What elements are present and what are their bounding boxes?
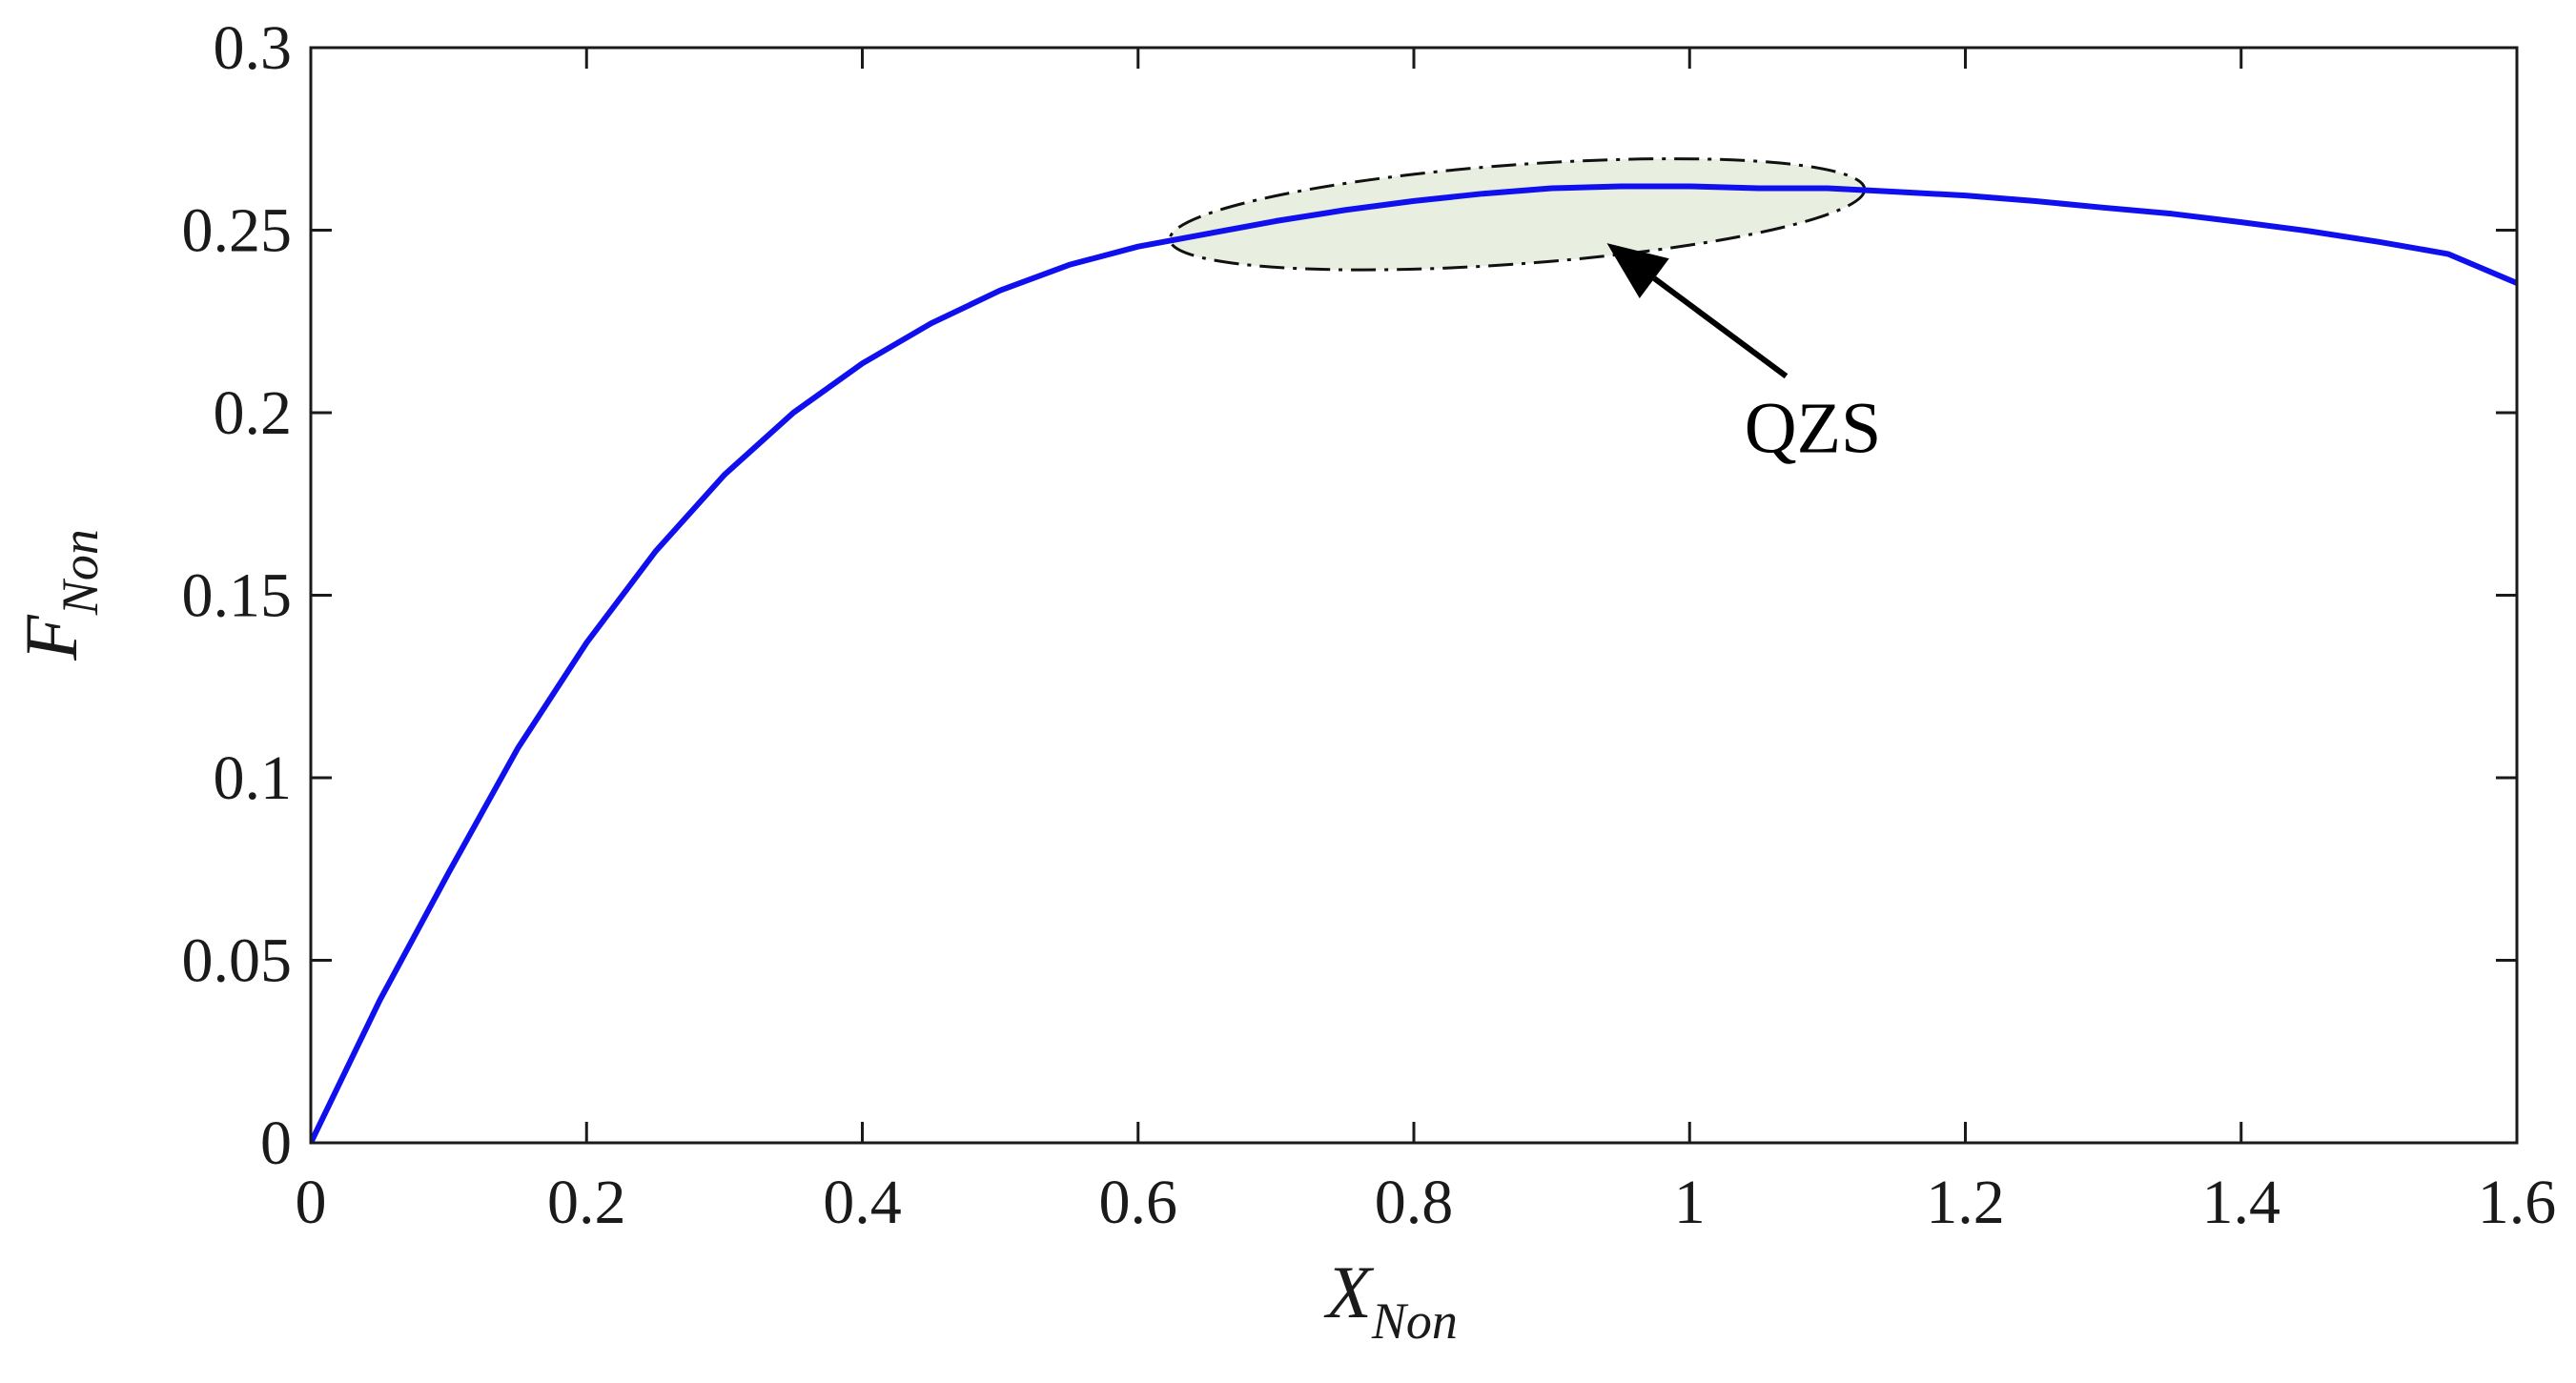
y-tick-label-0: 0 [260, 1108, 292, 1178]
x-tick-label-6: 1.2 [1926, 1168, 2005, 1237]
x-tick-label-7: 1.4 [2202, 1168, 2281, 1237]
series-line-0 [311, 183, 2517, 1143]
x-tick-label-4: 0.8 [1375, 1168, 1454, 1237]
x-tick-label-2: 0.4 [823, 1168, 902, 1237]
y-tick-label-5: 0.25 [182, 196, 293, 266]
y-axis-label-sub: Non [51, 529, 109, 616]
y-axis-label-main: F [10, 614, 92, 661]
y-axis-label: FNon [10, 529, 109, 661]
x-tick-label-5: 1 [1674, 1168, 1706, 1237]
y-tick-label-4: 0.2 [214, 378, 293, 448]
x-tick-label-1: 0.2 [547, 1168, 626, 1237]
annotation-arrow-shaft [1652, 275, 1789, 379]
x-axis-label: XNon [1323, 1251, 1458, 1350]
x-axis-label-sub: Non [1371, 1292, 1458, 1350]
qzs-highlight-region [1168, 157, 1867, 272]
x-tick-label-0: 0 [296, 1168, 327, 1237]
x-axis-label-main: X [1323, 1251, 1375, 1333]
y-tick-label-2: 0.1 [214, 743, 293, 813]
x-tick-label-3: 0.6 [1099, 1168, 1178, 1237]
y-tick-label-1: 0.05 [182, 926, 293, 996]
y-tick-label-6: 0.3 [214, 13, 293, 83]
x-tick-label-8: 1.6 [2478, 1168, 2557, 1237]
y-tick-label-3: 0.15 [182, 561, 293, 631]
annotation-arrow-head [1606, 243, 1669, 298]
annotation-label-qzs: QZS [1745, 389, 1882, 469]
